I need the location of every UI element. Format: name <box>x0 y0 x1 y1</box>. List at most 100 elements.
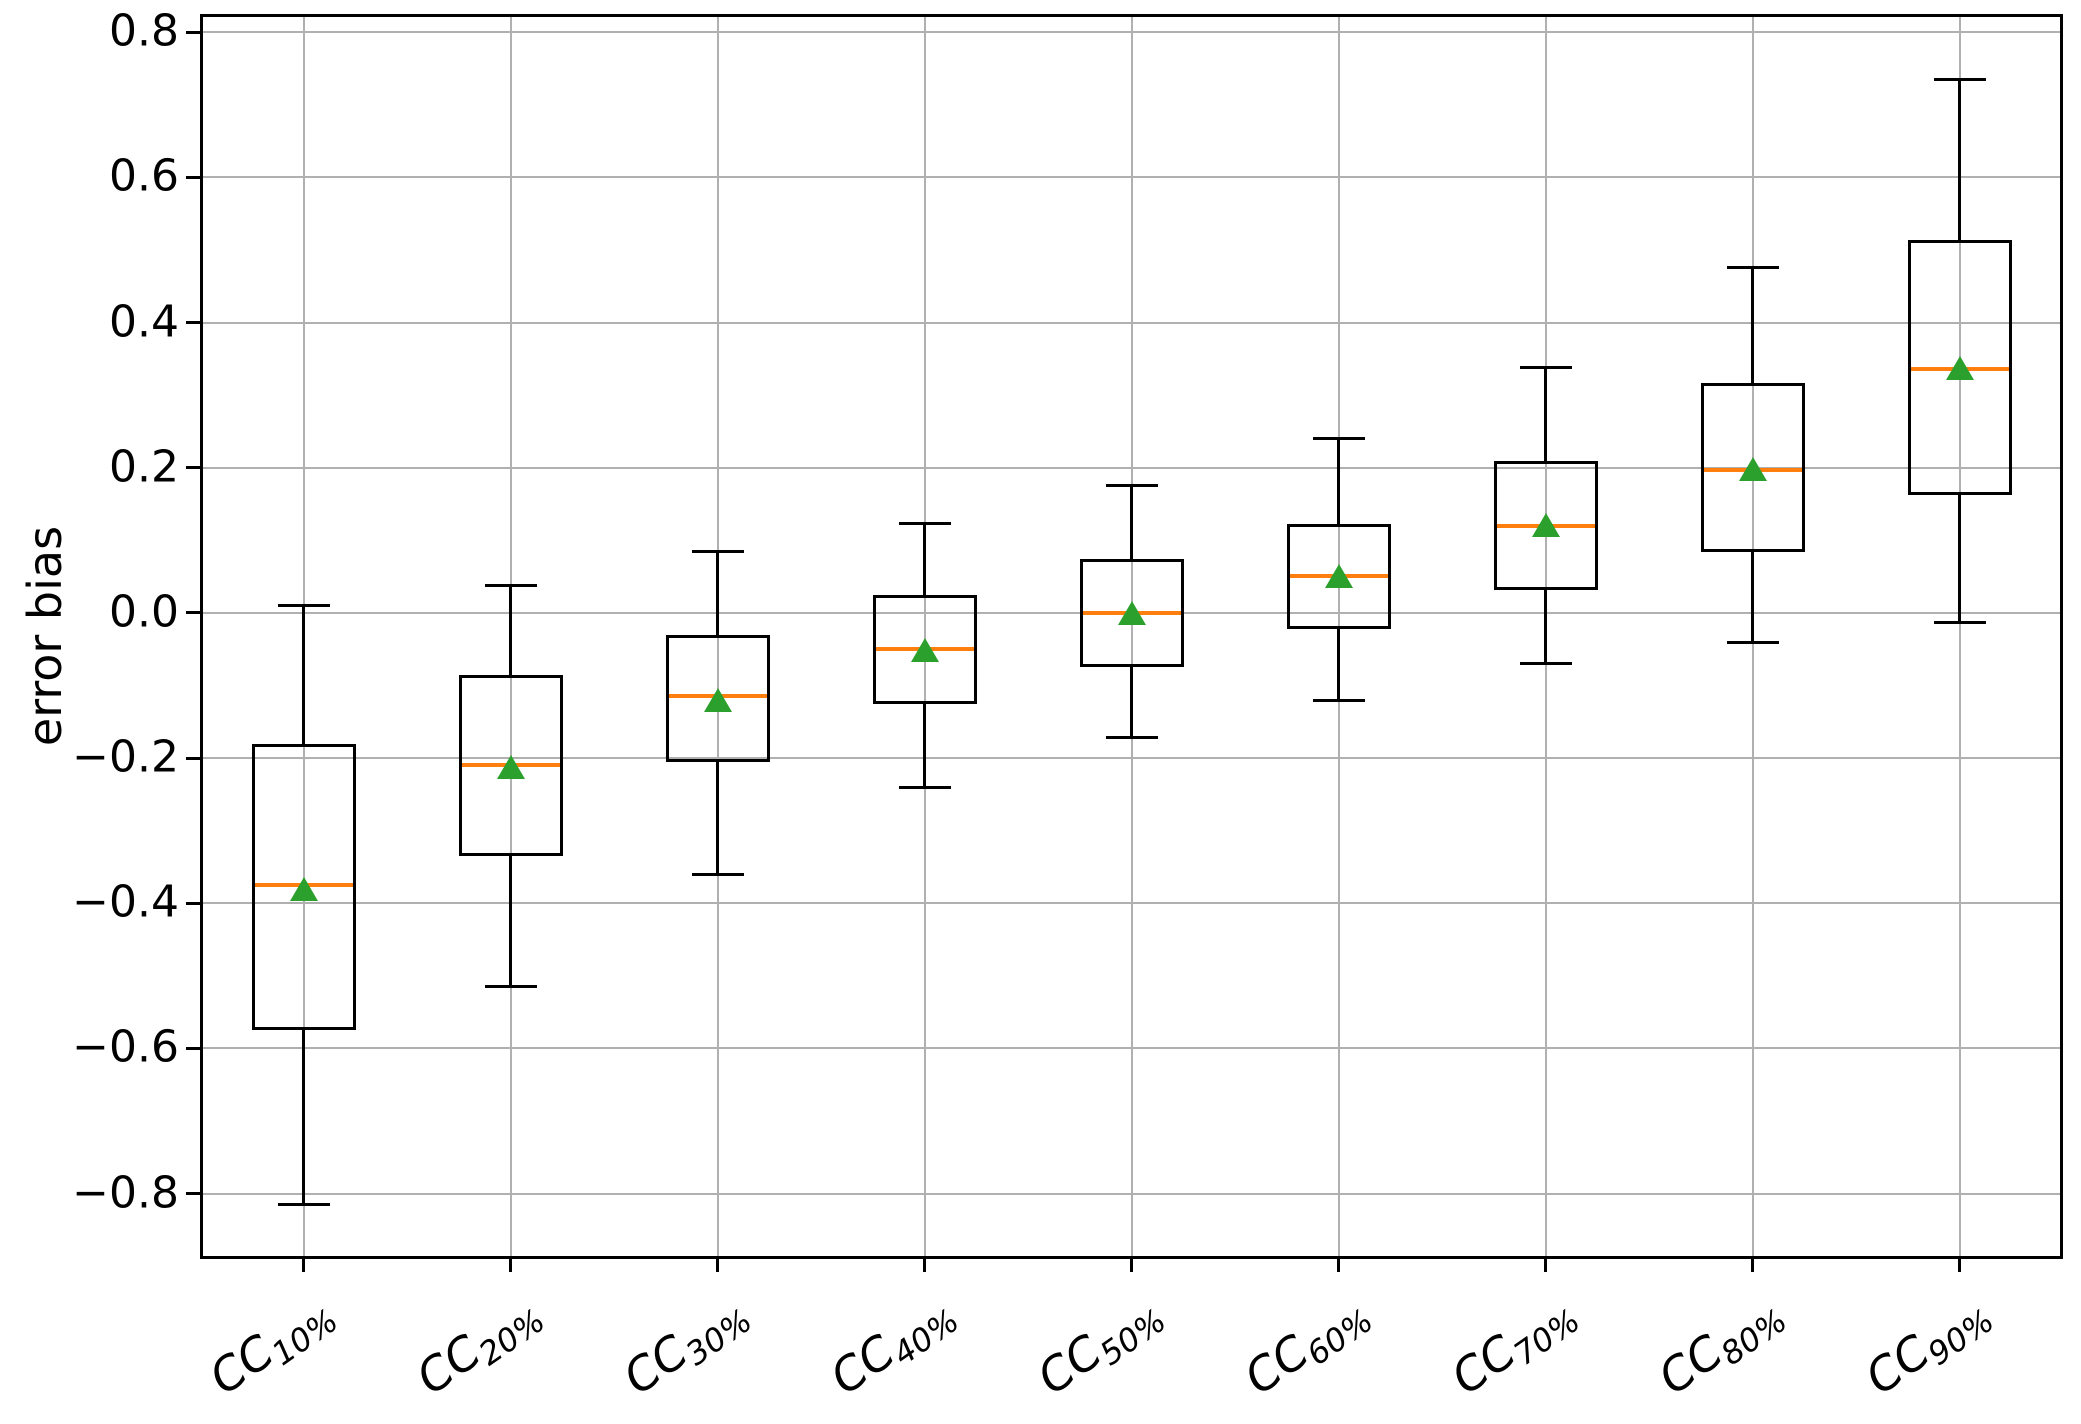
x-tick-mark <box>1337 1259 1340 1272</box>
x-tick-label: CC80% <box>1649 1283 1794 1410</box>
whisker-lower-cap <box>1312 698 1365 702</box>
box-iqr <box>872 594 977 704</box>
whisker-upper-cap <box>277 604 330 608</box>
y-tick-label: 0.4 <box>109 295 179 347</box>
whisker-lower-cap <box>1933 620 1986 624</box>
box-iqr <box>1079 559 1184 668</box>
y-tick-mark <box>186 175 200 179</box>
box-iqr <box>1700 382 1805 552</box>
x-tick-label: CC10% <box>200 1283 345 1410</box>
y-tick-label: −0.2 <box>72 731 179 783</box>
x-tick-mark <box>1751 1259 1754 1272</box>
y-tick-label: 0.6 <box>109 150 179 202</box>
whisker-upper-line <box>1337 438 1340 524</box>
whisker-lower-cap <box>1519 662 1572 666</box>
whisker-upper-line <box>302 605 305 744</box>
x-tick-label-base: CC <box>1441 1323 1526 1406</box>
whisker-lower-line <box>1751 551 1754 643</box>
x-tick-label: CC70% <box>1442 1283 1587 1410</box>
whisker-upper-cap <box>484 583 537 587</box>
y-tick-label: −0.6 <box>72 1021 179 1073</box>
whisker-lower-cap <box>898 785 951 789</box>
x-tick-label-base: CC <box>199 1323 284 1406</box>
y-tick-mark <box>186 30 200 34</box>
whisker-upper-line <box>923 523 926 595</box>
box-iqr <box>1286 523 1391 629</box>
whisker-upper-cap <box>1726 265 1779 269</box>
box-iqr <box>1493 461 1598 590</box>
mean-marker-triangle <box>910 637 939 662</box>
x-tick-label: CC20% <box>407 1283 552 1410</box>
whisker-upper-cap <box>1105 484 1158 488</box>
whisker-lower-line <box>1958 495 1961 623</box>
whisker-upper-line <box>1130 485 1133 560</box>
mean-marker-triangle <box>1531 513 1560 538</box>
y-tick-label: −0.8 <box>72 1167 179 1219</box>
box-iqr <box>665 634 770 762</box>
x-tick-mark <box>302 1259 305 1272</box>
x-tick-label: CC60% <box>1235 1283 1380 1410</box>
whisker-upper-cap <box>1519 366 1572 370</box>
x-tick-mark <box>1544 1259 1547 1272</box>
whisker-lower-line <box>1130 667 1133 738</box>
whisker-lower-line <box>509 856 512 987</box>
whisker-lower-cap <box>484 985 537 989</box>
x-tick-label-base: CC <box>613 1323 698 1406</box>
x-tick-label: CC90% <box>1856 1283 2001 1410</box>
y-tick-mark <box>186 466 200 470</box>
mean-marker-triangle <box>1117 600 1146 625</box>
box-iqr <box>1907 239 2012 496</box>
whisker-upper-line <box>716 551 719 635</box>
whisker-upper-cap <box>898 522 951 526</box>
whisker-lower-line <box>923 703 926 788</box>
whisker-upper-cap <box>691 549 744 553</box>
y-tick-mark <box>186 756 200 760</box>
y-tick-label: 0.0 <box>109 586 179 638</box>
whisker-upper-cap <box>1312 437 1365 441</box>
y-tick-label: −0.4 <box>72 876 179 928</box>
mean-marker-triangle <box>1738 457 1767 482</box>
y-tick-label: 0.8 <box>109 5 179 57</box>
mean-marker-triangle <box>1945 356 1974 381</box>
whisker-lower-line <box>302 1030 305 1205</box>
x-tick-label: CC30% <box>614 1283 759 1410</box>
mean-marker-triangle <box>1324 563 1353 588</box>
x-tick-mark <box>716 1259 719 1272</box>
plot-frame <box>200 14 2063 1259</box>
whisker-lower-cap <box>691 872 744 876</box>
x-grid-line <box>1130 14 1133 1259</box>
x-tick-label-base: CC <box>406 1323 491 1406</box>
y-tick-mark <box>186 1192 200 1196</box>
y-axis-label: error bias <box>18 525 72 747</box>
whisker-upper-line <box>1958 79 1961 240</box>
whisker-lower-cap <box>1105 736 1158 740</box>
whisker-upper-line <box>1751 267 1754 383</box>
y-tick-mark <box>186 611 200 615</box>
box-iqr <box>458 674 563 857</box>
x-tick-label-base: CC <box>1855 1323 1940 1406</box>
x-tick-mark <box>923 1259 926 1272</box>
whisker-upper-cap <box>1933 77 1986 81</box>
whisker-lower-line <box>1544 589 1547 664</box>
x-grid-line <box>1958 14 1961 1259</box>
mean-marker-triangle <box>496 754 525 779</box>
y-tick-mark <box>186 1046 200 1050</box>
x-tick-label-base: CC <box>820 1323 905 1406</box>
x-tick-mark <box>1130 1259 1133 1272</box>
whisker-lower-line <box>1337 628 1340 701</box>
whisker-lower-cap <box>277 1203 330 1207</box>
mean-marker-triangle <box>289 876 318 901</box>
x-tick-label: CC50% <box>1028 1283 1173 1410</box>
x-tick-label-base: CC <box>1234 1323 1319 1406</box>
x-tick-label-base: CC <box>1027 1323 1112 1406</box>
y-tick-mark <box>186 901 200 905</box>
x-tick-mark <box>1958 1259 1961 1272</box>
mean-marker-triangle <box>703 688 732 713</box>
y-tick-mark <box>186 321 200 325</box>
x-tick-label: CC40% <box>821 1283 966 1410</box>
y-tick-label: 0.2 <box>109 441 179 493</box>
x-tick-label-base: CC <box>1648 1323 1733 1406</box>
whisker-upper-line <box>1544 367 1547 462</box>
x-tick-mark <box>509 1259 512 1272</box>
